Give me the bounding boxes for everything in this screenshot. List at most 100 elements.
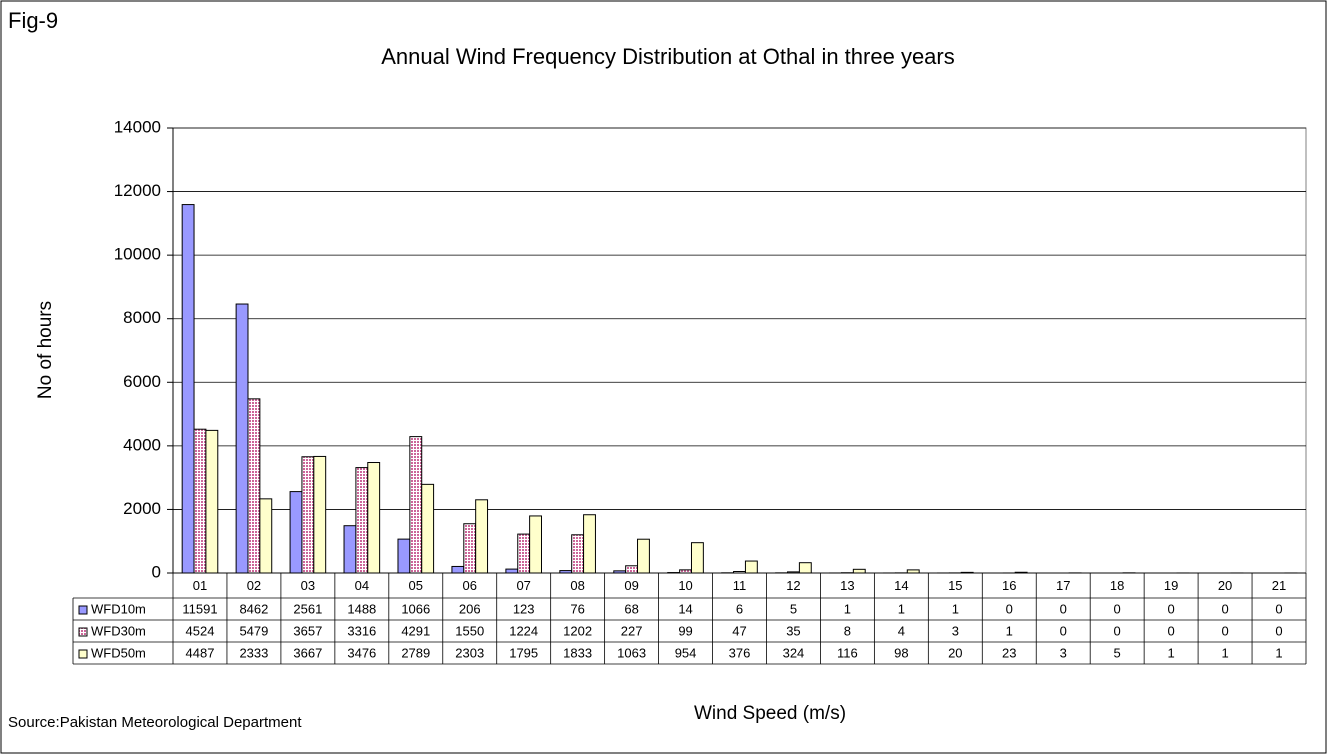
table-value: 2561 <box>293 601 322 616</box>
table-value: 5479 <box>239 623 268 638</box>
table-value: 123 <box>513 601 535 616</box>
table-value: 1833 <box>563 645 592 660</box>
table-value: 1202 <box>563 623 592 638</box>
bar <box>235 303 249 574</box>
bar <box>289 491 303 574</box>
x-tick-label: 12 <box>786 578 800 593</box>
table-value: 0 <box>1168 601 1175 616</box>
table-value: 35 <box>786 623 800 638</box>
bar <box>463 523 477 574</box>
table-value: 0 <box>1168 623 1175 638</box>
table-value: 227 <box>621 623 643 638</box>
table-value: 0 <box>1275 623 1282 638</box>
x-tick-label: 05 <box>409 578 423 593</box>
table-value: 1 <box>1006 623 1013 638</box>
bar <box>205 429 219 574</box>
table-value: 1224 <box>509 623 538 638</box>
bar <box>517 533 531 574</box>
x-tick-label: 16 <box>1002 578 1016 593</box>
bar <box>571 534 585 574</box>
plot-area <box>172 127 1307 574</box>
x-tick-label: 13 <box>840 578 854 593</box>
table-value: 8 <box>844 623 851 638</box>
table-value: 5 <box>1114 645 1121 660</box>
bar <box>637 538 650 574</box>
table-value: 1795 <box>509 645 538 660</box>
table-value: 3 <box>952 623 959 638</box>
table-value: 1 <box>1168 645 1175 660</box>
table-value: 0 <box>1060 623 1067 638</box>
bar <box>505 568 519 574</box>
y-tick-label: 0 <box>152 562 161 581</box>
table-value: 3476 <box>347 645 376 660</box>
x-tick-label: 19 <box>1164 578 1178 593</box>
bar <box>355 467 369 574</box>
table-value: 20 <box>948 645 962 660</box>
x-axis-label: Wind Speed (m/s) <box>694 703 846 724</box>
x-tick-label: 20 <box>1218 578 1232 593</box>
table-value: 206 <box>459 601 481 616</box>
bar <box>529 515 542 574</box>
bar <box>421 483 435 574</box>
y-tick-label: 6000 <box>123 372 161 391</box>
y-axis-label: No of hours <box>35 301 56 399</box>
table-value: 0 <box>1114 601 1121 616</box>
legend-label: WFD50m <box>91 645 146 660</box>
table-value: 376 <box>729 645 751 660</box>
y-tick-label: 2000 <box>123 499 161 518</box>
table-value: 116 <box>837 645 858 660</box>
x-tick-label: 09 <box>624 578 638 593</box>
table-value: 0 <box>1060 601 1067 616</box>
bar <box>625 565 639 574</box>
table-value: 1 <box>952 601 959 616</box>
y-tick-label: 8000 <box>123 308 161 327</box>
y-tick-label: 10000 <box>114 245 161 264</box>
bar <box>313 455 327 574</box>
x-tick-label: 03 <box>301 578 315 593</box>
table-value: 3 <box>1060 645 1067 660</box>
table-value: 1066 <box>401 601 430 616</box>
table-value: 76 <box>570 601 584 616</box>
table-value: 5 <box>790 601 797 616</box>
table-value: 11591 <box>182 601 217 616</box>
table-value: 23 <box>1002 645 1016 660</box>
x-tick-label: 11 <box>733 578 747 593</box>
legend-swatch <box>78 649 88 659</box>
table-value: 2303 <box>455 645 484 660</box>
table-value: 2333 <box>239 645 268 660</box>
table-value: 1 <box>1275 645 1282 660</box>
x-tick-label: 08 <box>570 578 584 593</box>
table-value: 2789 <box>401 645 430 660</box>
bar <box>409 436 423 574</box>
table-value: 1 <box>898 601 905 616</box>
x-tick-label: 07 <box>516 578 530 593</box>
table-value: 3657 <box>293 623 322 638</box>
legend-swatch <box>78 627 88 637</box>
bar <box>343 525 357 574</box>
legend-swatch <box>78 605 88 615</box>
table-value: 1550 <box>455 623 484 638</box>
table-value: 1488 <box>347 601 376 616</box>
table-value: 0 <box>1006 601 1013 616</box>
chart-title: Annual Wind Frequency Distribution at Ot… <box>381 44 955 69</box>
table-value: 3667 <box>293 645 322 660</box>
x-tick-label: 18 <box>1110 578 1124 593</box>
x-tick-label: 21 <box>1272 578 1286 593</box>
bar <box>744 560 758 574</box>
x-tick-label: 15 <box>948 578 962 593</box>
y-tick-label: 12000 <box>114 181 161 200</box>
table-value: 324 <box>783 645 805 660</box>
bar <box>259 498 273 574</box>
table-value: 4 <box>898 623 905 638</box>
x-tick-label: 01 <box>193 578 207 593</box>
table-value: 0 <box>1221 601 1228 616</box>
bar <box>301 456 315 574</box>
x-tick-label: 17 <box>1056 578 1070 593</box>
bar <box>679 569 692 574</box>
table-value: 14 <box>678 601 692 616</box>
table-value: 1063 <box>617 645 646 660</box>
bar <box>852 568 866 574</box>
table-value: 954 <box>675 645 697 660</box>
table-value: 99 <box>678 623 692 638</box>
bar <box>798 562 812 574</box>
